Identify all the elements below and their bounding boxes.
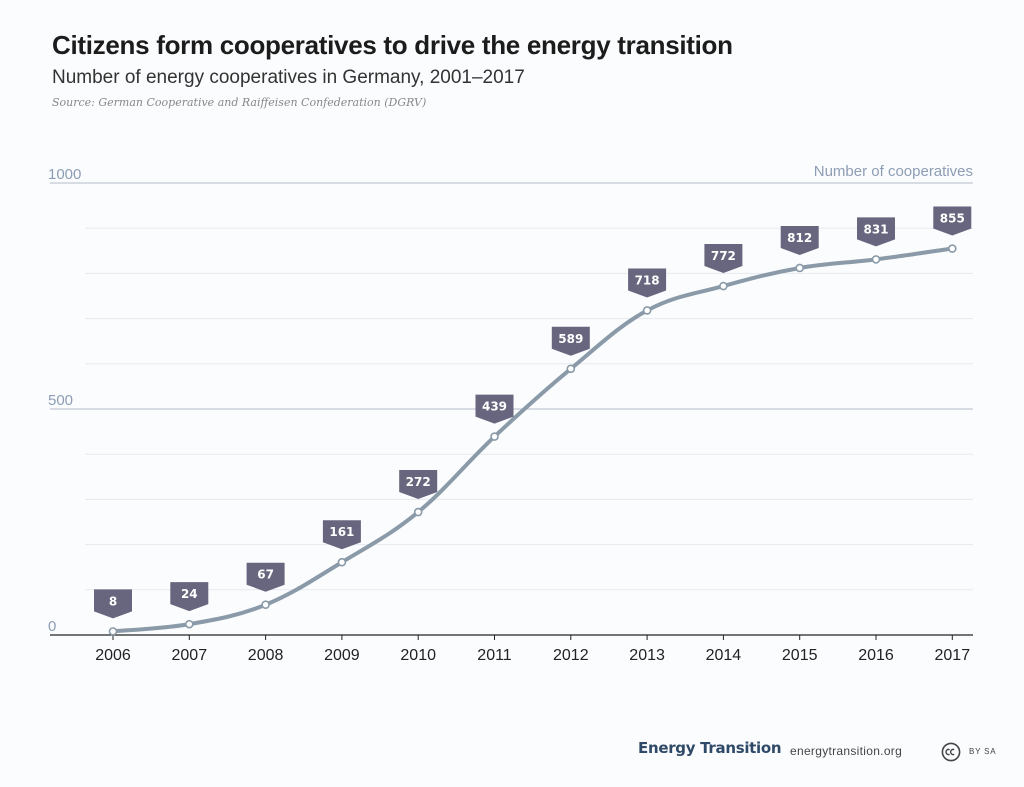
y-tick-label: 0 bbox=[48, 618, 56, 635]
data-point bbox=[261, 600, 270, 610]
chart-subtitle: Number of energy cooperatives in Germany… bbox=[52, 67, 525, 88]
data-point bbox=[795, 263, 805, 273]
data-label: 8 bbox=[109, 594, 117, 608]
data-label: 831 bbox=[863, 222, 888, 236]
data-label: 272 bbox=[406, 475, 431, 489]
data-label-box bbox=[94, 589, 132, 619]
chart-source: Source: German Cooperative and Raiffeise… bbox=[52, 96, 427, 109]
data-label: 24 bbox=[181, 587, 198, 601]
data-label-box bbox=[475, 394, 514, 424]
data-label: 772 bbox=[711, 249, 736, 263]
data-label-box bbox=[704, 244, 743, 274]
data-point bbox=[185, 619, 194, 629]
data-label-box bbox=[246, 562, 285, 592]
x-tick-label: 2007 bbox=[172, 647, 208, 664]
y-axis-title: Number of cooperatives bbox=[814, 163, 973, 180]
y-tick-label: 1000 bbox=[48, 166, 81, 183]
data-point bbox=[642, 306, 652, 315]
x-tick-label: 2017 bbox=[935, 647, 971, 664]
data-point bbox=[719, 281, 728, 291]
data-label-box bbox=[322, 520, 361, 550]
data-label: 812 bbox=[787, 231, 812, 245]
data-label-box bbox=[551, 326, 590, 356]
data-point bbox=[566, 364, 576, 374]
x-tick-label: 2008 bbox=[248, 647, 284, 664]
chart-title: Citizens form cooperatives to drive the … bbox=[52, 30, 733, 60]
data-label-box bbox=[399, 470, 438, 500]
footer-url[interactable]: energytransition.org bbox=[790, 744, 903, 758]
x-tick-label: 2016 bbox=[858, 647, 894, 664]
x-tick-label: 2009 bbox=[324, 647, 360, 664]
x-tick-label: 2015 bbox=[782, 647, 818, 664]
data-label: 161 bbox=[329, 525, 354, 539]
data-label: 439 bbox=[482, 400, 507, 414]
x-tick-label: 2010 bbox=[400, 647, 436, 664]
data-label-box bbox=[857, 217, 895, 247]
data-label: 589 bbox=[558, 332, 583, 346]
creative-commons-icon bbox=[941, 742, 961, 762]
data-label-box bbox=[780, 225, 819, 255]
y-tick-label: 500 bbox=[48, 392, 73, 409]
x-tick-label: 2006 bbox=[95, 647, 131, 664]
data-point bbox=[490, 432, 499, 441]
data-point bbox=[108, 627, 118, 636]
data-point bbox=[337, 557, 347, 567]
data-point bbox=[947, 244, 957, 253]
data-label-box bbox=[628, 268, 667, 298]
data-point bbox=[413, 507, 423, 517]
series-line bbox=[111, 246, 955, 634]
data-label: 718 bbox=[635, 273, 660, 287]
x-tick-label: 2013 bbox=[629, 647, 665, 664]
data-label: 855 bbox=[940, 212, 965, 226]
data-label-box bbox=[933, 206, 972, 236]
data-point bbox=[871, 255, 881, 264]
x-tick-label: 2014 bbox=[706, 647, 742, 664]
data-label-box bbox=[170, 582, 209, 612]
license-text: BY SA bbox=[969, 747, 997, 756]
x-tick-label: 2011 bbox=[477, 647, 512, 664]
footer-brand-logo: Energy Transition bbox=[638, 739, 782, 757]
data-label: 67 bbox=[257, 568, 274, 582]
x-tick-label: 2012 bbox=[553, 647, 589, 664]
